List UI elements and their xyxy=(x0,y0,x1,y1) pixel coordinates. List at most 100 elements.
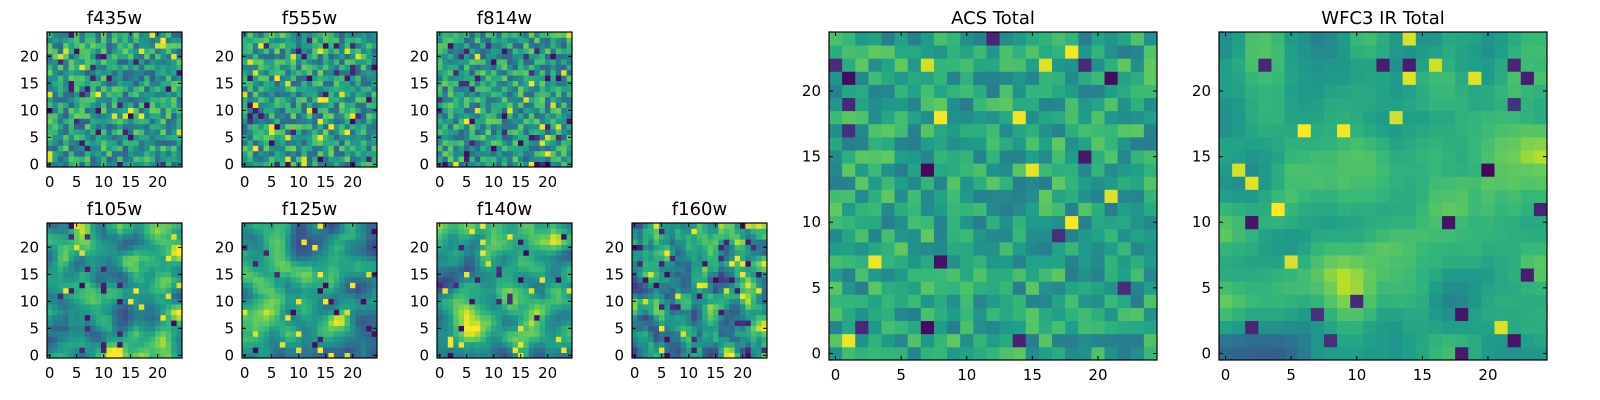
heatmap-cell xyxy=(648,331,654,337)
heatmap-cell xyxy=(306,331,313,337)
heatmap-cell xyxy=(659,341,665,348)
heatmap-cell xyxy=(550,266,557,272)
heatmap-cell xyxy=(95,250,102,256)
heatmap-cell xyxy=(691,341,698,348)
heatmap-cell xyxy=(79,266,86,272)
heatmap-cell xyxy=(90,75,96,81)
heatmap-cell xyxy=(675,250,681,256)
heatmap-cell xyxy=(723,228,730,235)
heatmap-cell xyxy=(133,91,140,98)
heatmap-cell xyxy=(160,271,167,278)
heatmap-cell xyxy=(247,282,254,289)
heatmap-cell xyxy=(855,228,869,243)
heatmap-cell xyxy=(355,282,362,289)
heatmap-cell xyxy=(128,123,134,130)
heatmap-cell xyxy=(160,118,167,125)
heatmap-cell xyxy=(507,96,513,103)
heatmap-cell xyxy=(47,140,53,146)
heatmap-cell xyxy=(539,260,546,267)
heatmap-cell xyxy=(447,287,454,294)
heatmap-cell xyxy=(1117,281,1132,295)
heatmap-cell xyxy=(734,277,741,283)
heatmap-cell xyxy=(138,331,145,337)
heatmap-cell xyxy=(561,107,567,114)
heatmap-cell xyxy=(339,244,345,251)
heatmap-cell xyxy=(642,233,649,240)
heatmap-cell xyxy=(263,107,270,114)
heatmap-cell xyxy=(263,59,270,65)
heatmap-cell xyxy=(176,336,183,343)
heatmap-cell xyxy=(323,69,329,76)
heatmap-cell xyxy=(128,255,134,262)
heatmap-cell xyxy=(165,239,172,245)
heatmap-cell xyxy=(474,150,481,157)
heatmap-cell xyxy=(973,333,987,348)
heatmap-cell xyxy=(447,156,454,162)
heatmap-cell xyxy=(480,32,486,38)
heatmap-cell xyxy=(133,118,140,125)
heatmap-cell xyxy=(1078,189,1092,203)
heatmap-cell xyxy=(312,271,318,278)
heatmap-cell xyxy=(729,352,735,359)
heatmap-cell xyxy=(63,150,69,157)
heatmap-cell xyxy=(437,118,443,125)
heatmap-cell xyxy=(263,32,270,38)
heatmap-cell xyxy=(523,32,530,38)
heatmap-cell xyxy=(312,255,318,262)
heatmap-cell xyxy=(469,287,476,294)
heatmap-cell xyxy=(242,96,248,103)
heatmap-cell xyxy=(675,325,681,332)
heatmap-cell xyxy=(247,91,254,98)
heatmap-cell xyxy=(485,64,492,71)
heatmap-cell xyxy=(555,304,562,310)
heatmap-cell xyxy=(247,244,254,251)
heatmap-cell xyxy=(339,287,345,294)
heatmap-cell xyxy=(518,341,524,348)
heatmap-cell xyxy=(247,150,254,157)
heatmap-cell xyxy=(756,309,762,316)
heatmap-cell xyxy=(474,140,481,146)
heatmap-cell xyxy=(328,59,335,65)
heatmap-cell xyxy=(756,320,762,326)
heatmap-cell xyxy=(90,32,96,38)
heatmap-cell xyxy=(149,223,156,229)
heatmap-cell xyxy=(301,223,308,229)
heatmap-cell xyxy=(842,176,856,190)
heatmap-cell xyxy=(74,228,80,235)
heatmap-cell xyxy=(47,123,53,130)
heatmap-cell xyxy=(165,309,172,316)
heatmap-cell xyxy=(176,59,183,65)
heatmap-cell xyxy=(659,255,665,262)
heatmap-cell xyxy=(512,304,519,310)
heatmap-cell xyxy=(1143,163,1158,177)
heatmap-cell xyxy=(734,341,741,348)
heatmap-cell xyxy=(437,250,443,256)
heatmap-cell xyxy=(128,102,134,108)
heatmap-cell xyxy=(133,42,140,49)
heatmap-cell xyxy=(279,233,286,240)
heatmap-cell xyxy=(176,64,183,71)
heatmap-cell xyxy=(653,336,660,343)
heatmap-cell xyxy=(79,347,86,353)
heatmap-cell xyxy=(696,352,703,359)
heatmap-cell xyxy=(317,161,324,168)
heatmap-cell xyxy=(68,331,75,337)
heatmap-cell xyxy=(258,233,264,240)
heatmap-cell xyxy=(713,287,719,294)
heatmap-cell xyxy=(366,223,372,229)
heatmap-cell xyxy=(723,320,730,326)
heatmap-cell xyxy=(637,309,644,316)
heatmap-cell xyxy=(279,341,286,348)
heatmap-cell xyxy=(117,32,123,38)
heatmap-cell xyxy=(171,244,177,251)
heatmap-cell xyxy=(507,266,513,272)
heatmap-cell xyxy=(90,304,96,310)
heatmap-cell xyxy=(90,287,96,294)
heatmap-cell xyxy=(339,347,345,353)
heatmap-cell xyxy=(57,37,64,44)
heatmap-cell xyxy=(171,91,177,98)
heatmap-cell xyxy=(550,298,557,305)
heatmap-cell xyxy=(285,32,291,38)
heatmap-cell xyxy=(111,102,118,108)
heatmap-cell xyxy=(90,145,96,152)
